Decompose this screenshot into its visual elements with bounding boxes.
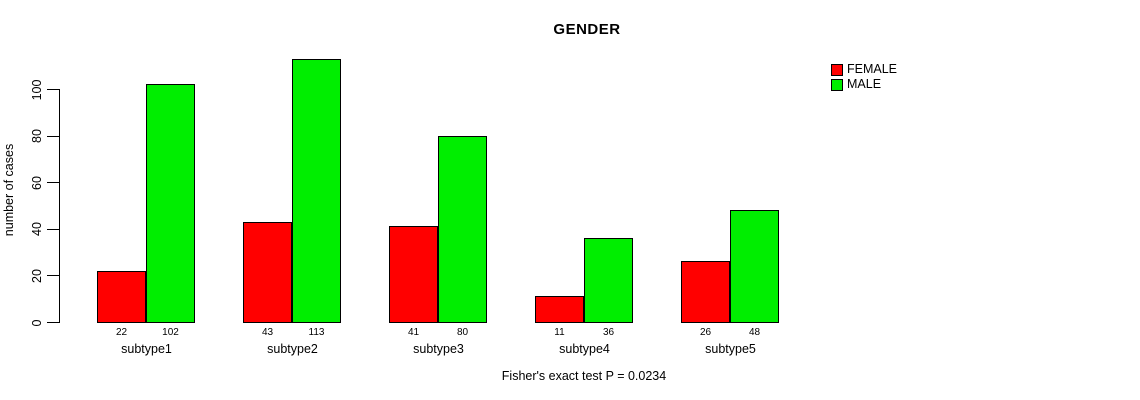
bar-male-subtype5 (730, 210, 779, 323)
y-tick-mark (47, 89, 59, 90)
bar-male-subtype4 (584, 238, 633, 323)
bar-value-label: 36 (602, 327, 615, 338)
bar-value-label: 41 (407, 327, 420, 338)
bar-female-subtype5 (681, 261, 730, 323)
legend-label-female: FEMALE (847, 62, 898, 76)
bar-female-subtype1 (97, 270, 146, 323)
y-tick-label: 60 (30, 175, 44, 190)
y-tick-mark (47, 135, 59, 137)
x-category-label: subtype5 (705, 342, 756, 356)
legend-label-male: MALE (847, 77, 882, 91)
bar-value-label: 43 (261, 327, 274, 338)
bar-female-subtype4 (535, 296, 584, 323)
y-tick-mark (47, 182, 59, 184)
y-tick-label: 0 (30, 319, 44, 326)
x-category-label: subtype1 (121, 342, 172, 356)
female-color-swatch (831, 63, 843, 76)
bar-value-label: 48 (748, 327, 761, 338)
y-tick-mark (47, 228, 59, 230)
bar-male-subtype3 (438, 135, 487, 323)
bar-male-subtype1 (146, 84, 195, 323)
bar-female-subtype2 (243, 221, 292, 323)
y-tick-label: 80 (30, 129, 44, 144)
legend-item-female: FEMALE (831, 63, 897, 76)
y-tick-label: 100 (30, 79, 44, 100)
legend-item-male: MALE (831, 78, 897, 91)
bar-value-label: 113 (308, 327, 325, 338)
y-tick-mark (47, 322, 59, 323)
bar-value-label: 102 (162, 327, 179, 338)
bar-value-label: 26 (699, 327, 712, 338)
bar-value-label: 11 (554, 327, 565, 338)
x-category-label: subtype4 (559, 342, 610, 356)
bar-value-label: 22 (115, 327, 128, 338)
male-color-swatch (831, 78, 843, 91)
y-tick-mark (47, 275, 59, 277)
y-axis-line (59, 89, 60, 323)
y-tick-label: 40 (30, 222, 44, 237)
x-category-label: subtype2 (267, 342, 318, 356)
bar-value-label: 80 (456, 327, 469, 338)
bar-female-subtype3 (389, 226, 438, 323)
chart-title: GENDER (553, 21, 621, 38)
bar-male-subtype2 (292, 58, 341, 323)
legend: FEMALE MALE (831, 63, 897, 93)
x-category-label: subtype3 (413, 342, 464, 356)
y-tick-label: 20 (30, 268, 44, 283)
caption-fishers-test: Fisher's exact test P = 0.0234 (501, 369, 667, 383)
